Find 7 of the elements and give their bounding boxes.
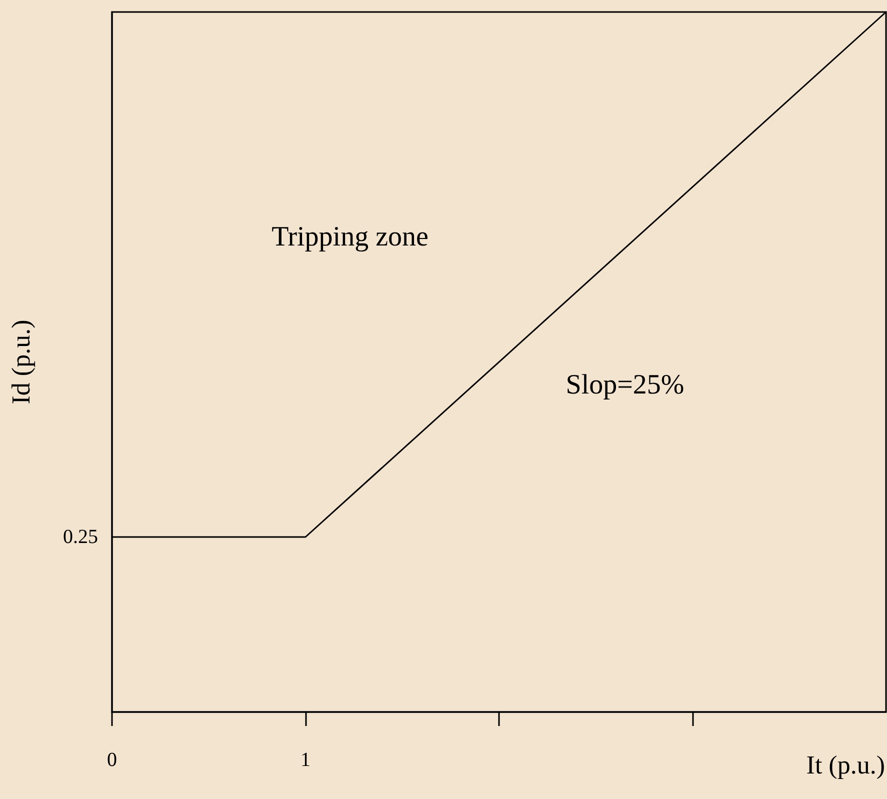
text: 0.25 [63, 526, 98, 548]
x-tick-label: 0 [107, 749, 117, 771]
y-axis-title: Id (p.u.) [6, 320, 36, 404]
x-axis-title: It (p.u.) [806, 750, 886, 780]
x-tick-label: 1 [300, 749, 310, 771]
annotation: Slop=25% [566, 370, 684, 400]
annotation: Tripping zone [272, 222, 428, 252]
